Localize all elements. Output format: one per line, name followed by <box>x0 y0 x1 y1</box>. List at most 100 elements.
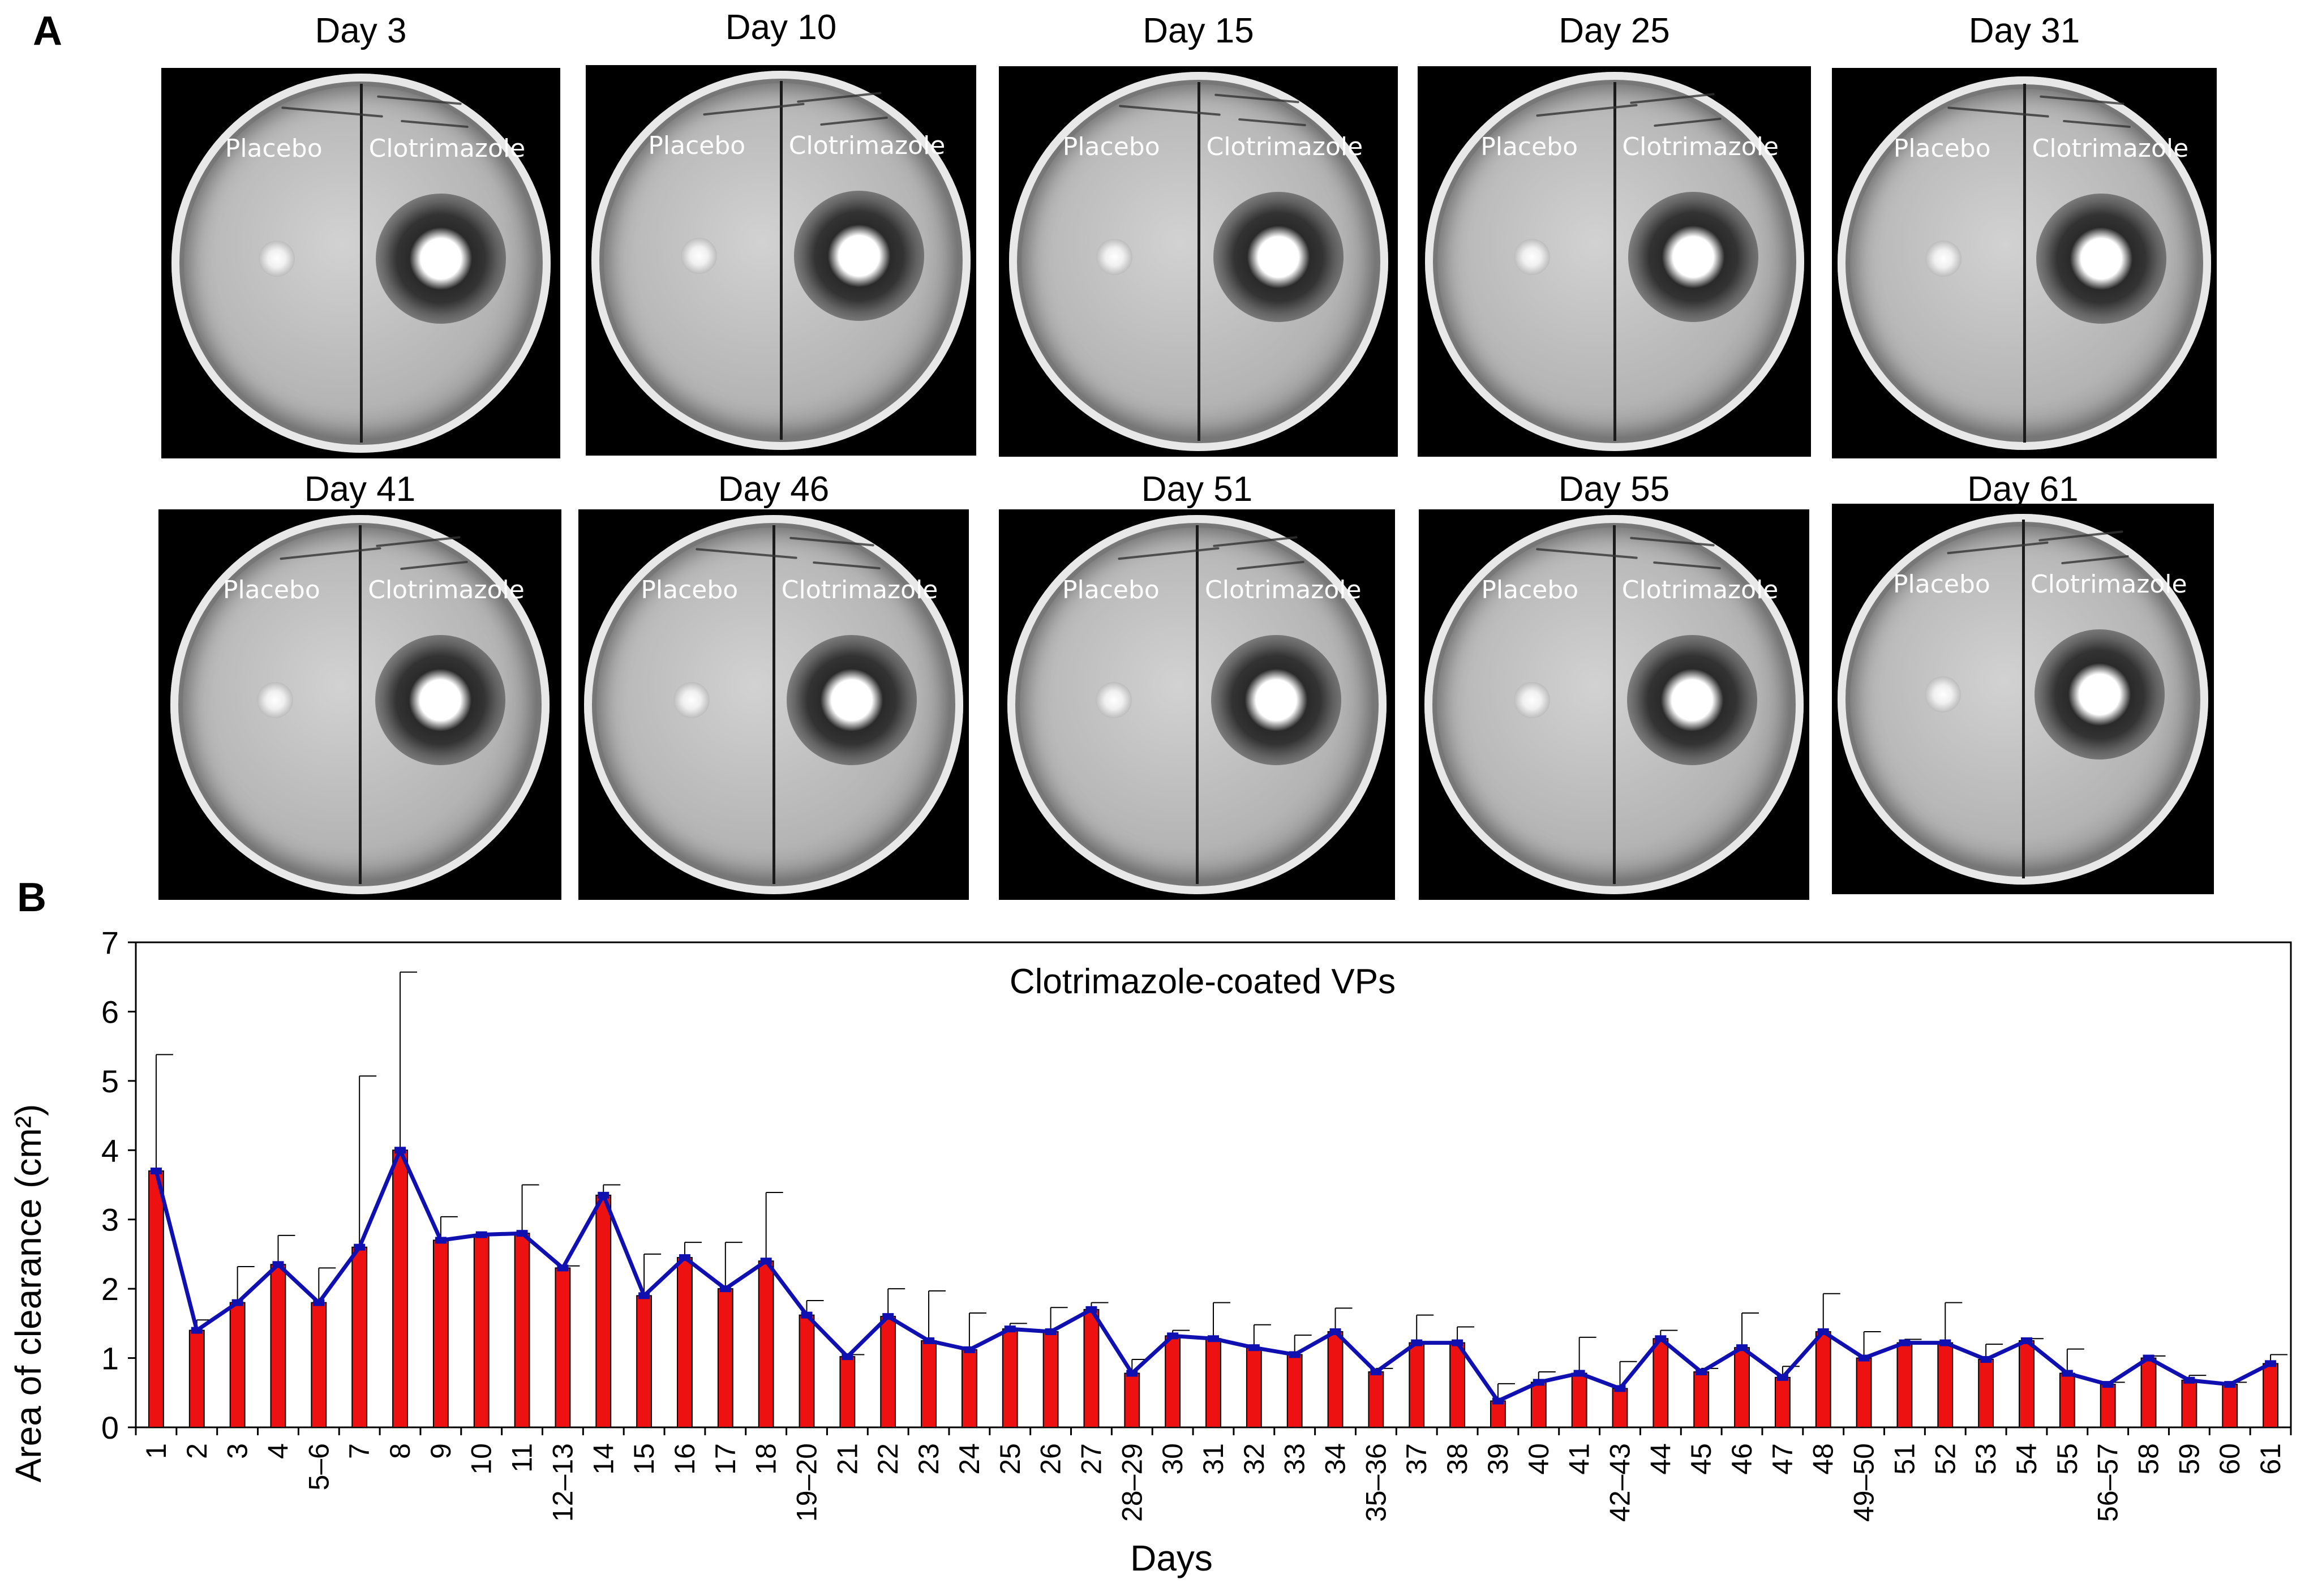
plate-photo: Placebo Clotrimazole <box>999 66 1398 457</box>
bar <box>432 1239 449 1428</box>
trend-point <box>1411 1339 1423 1346</box>
x-tick-label: 26 <box>1035 1443 1067 1475</box>
plate-photo: Placebo Clotrimazole <box>158 509 561 900</box>
x-tick-label: 2 <box>181 1443 213 1459</box>
x-tick-label: 30 <box>1157 1443 1188 1475</box>
placebo-disc <box>1925 241 1962 277</box>
bar <box>1937 1342 1954 1428</box>
clotrimazole-clearance-zone <box>375 194 506 324</box>
placebo-disc <box>673 682 710 718</box>
clotrimazole-label: Clotrimazole <box>1205 576 1362 605</box>
x-tick-label: 8 <box>384 1443 416 1459</box>
plate-photo: Placebo Clotrimazole <box>999 509 1395 900</box>
divider-line <box>1613 525 1616 885</box>
plate-day-label: Day 41 <box>304 470 416 509</box>
plate-photo: Placebo Clotrimazole <box>586 65 976 456</box>
placebo-label: Placebo <box>1893 134 1991 164</box>
clotrimazole-label: Clotrimazole <box>1621 576 1779 605</box>
trend-point <box>1208 1335 1219 1342</box>
plate-day-label: Day 61 <box>1967 470 2079 509</box>
trend-point <box>2061 1370 2073 1377</box>
plate-panel: Day 61 Placebo Clotrimazole <box>1832 458 2214 894</box>
y-tick-label: 7 <box>101 925 119 960</box>
bar <box>2100 1384 2116 1428</box>
trend-point <box>2183 1376 2195 1384</box>
bar <box>1165 1335 1181 1428</box>
x-tick-label: 59 <box>2173 1443 2205 1475</box>
bar <box>1205 1338 1221 1428</box>
chart-title: Clotrimazole-coated VPs <box>1010 962 1396 1001</box>
x-tick-label: 25 <box>994 1443 1026 1475</box>
trend-point <box>1004 1325 1016 1333</box>
clotrimazole-clearance-zone <box>2036 194 2166 324</box>
trend-point <box>760 1258 772 1265</box>
y-tick-label: 4 <box>101 1132 119 1168</box>
plate-day-label: Day 46 <box>718 470 830 509</box>
trend-point <box>1492 1397 1504 1405</box>
x-tick-label: 31 <box>1198 1443 1229 1475</box>
trend-point <box>1899 1339 1911 1346</box>
x-tick-label: 16 <box>669 1443 701 1475</box>
divider-line <box>359 83 363 443</box>
x-tick-label: 17 <box>710 1443 741 1475</box>
x-tick-label: 21 <box>831 1443 863 1475</box>
placebo-label: Placebo <box>641 576 739 605</box>
x-tick-label: 27 <box>1075 1443 1107 1475</box>
trend-point <box>191 1327 203 1334</box>
trend-point <box>1045 1328 1057 1336</box>
x-tick-label: 47 <box>1767 1443 1799 1475</box>
y-axis: 0 1 2 3 4 5 6 7 <box>101 925 136 1445</box>
trend-point <box>1939 1339 1951 1346</box>
plate-day-label: Day 25 <box>1559 11 1670 50</box>
plate-day-label: Day 51 <box>1141 470 1253 509</box>
clotrimazole-clearance-zone <box>787 635 917 765</box>
placebo-label: Placebo <box>1062 576 1160 605</box>
bar-series <box>148 1149 2279 1428</box>
y-tick-label: 5 <box>101 1063 119 1099</box>
x-tick-label: 56–57 <box>2092 1443 2124 1522</box>
x-tick-label: 9 <box>425 1443 457 1459</box>
trend-point <box>1736 1344 1748 1352</box>
placebo-disc <box>1514 682 1551 718</box>
plate-photo: Placebo Clotrimazole <box>578 509 969 900</box>
plate-panel: Day 25 Placebo Clotrimazole <box>1418 0 1811 457</box>
x-tick-label: 54 <box>2011 1443 2042 1475</box>
bar <box>636 1295 653 1428</box>
placebo-disc <box>1924 676 1961 713</box>
plate-panel: Day 3 Placebo Clotrimazole <box>161 0 560 458</box>
placebo-label: Placebo <box>648 131 746 161</box>
bar <box>921 1340 937 1428</box>
bar <box>392 1149 408 1428</box>
panel-a-letter: A <box>33 8 62 54</box>
clotrimazole-label: Clotrimazole <box>781 576 938 605</box>
plate-photo: Placebo Clotrimazole <box>1418 66 1811 457</box>
x-tick-label: 24 <box>954 1443 985 1475</box>
trend-point <box>1573 1370 1585 1377</box>
x-tick-label: 45 <box>1685 1443 1717 1475</box>
clotrimazole-label: Clotrimazole <box>2032 134 2189 164</box>
x-tick-label: 3 <box>222 1443 254 1459</box>
bar <box>1653 1338 1669 1428</box>
bar <box>1083 1308 1100 1428</box>
plate-day-label: Day 31 <box>1968 11 2080 50</box>
x-tick-label: 53 <box>1970 1443 2002 1475</box>
trend-point <box>354 1243 366 1251</box>
trend-point <box>394 1147 406 1154</box>
clotrimazole-clearance-zone <box>1628 192 1758 322</box>
trend-point <box>923 1337 935 1344</box>
divider-line <box>2023 83 2026 443</box>
trend-point <box>1980 1356 1992 1363</box>
bar <box>961 1349 977 1428</box>
trend-point <box>313 1299 325 1306</box>
bar <box>1490 1400 1506 1428</box>
plate-photo: Placebo Clotrimazole <box>1832 68 2217 458</box>
bar <box>229 1302 246 1428</box>
divider-line <box>1197 81 1200 441</box>
bar <box>148 1170 164 1428</box>
x-tick-label: 51 <box>1888 1443 1920 1475</box>
x-tick-label: 14 <box>587 1443 619 1475</box>
x-tick-label: 42–43 <box>1604 1443 1636 1522</box>
trend-point <box>882 1313 894 1320</box>
x-tick-label: 49–50 <box>1848 1443 1880 1522</box>
